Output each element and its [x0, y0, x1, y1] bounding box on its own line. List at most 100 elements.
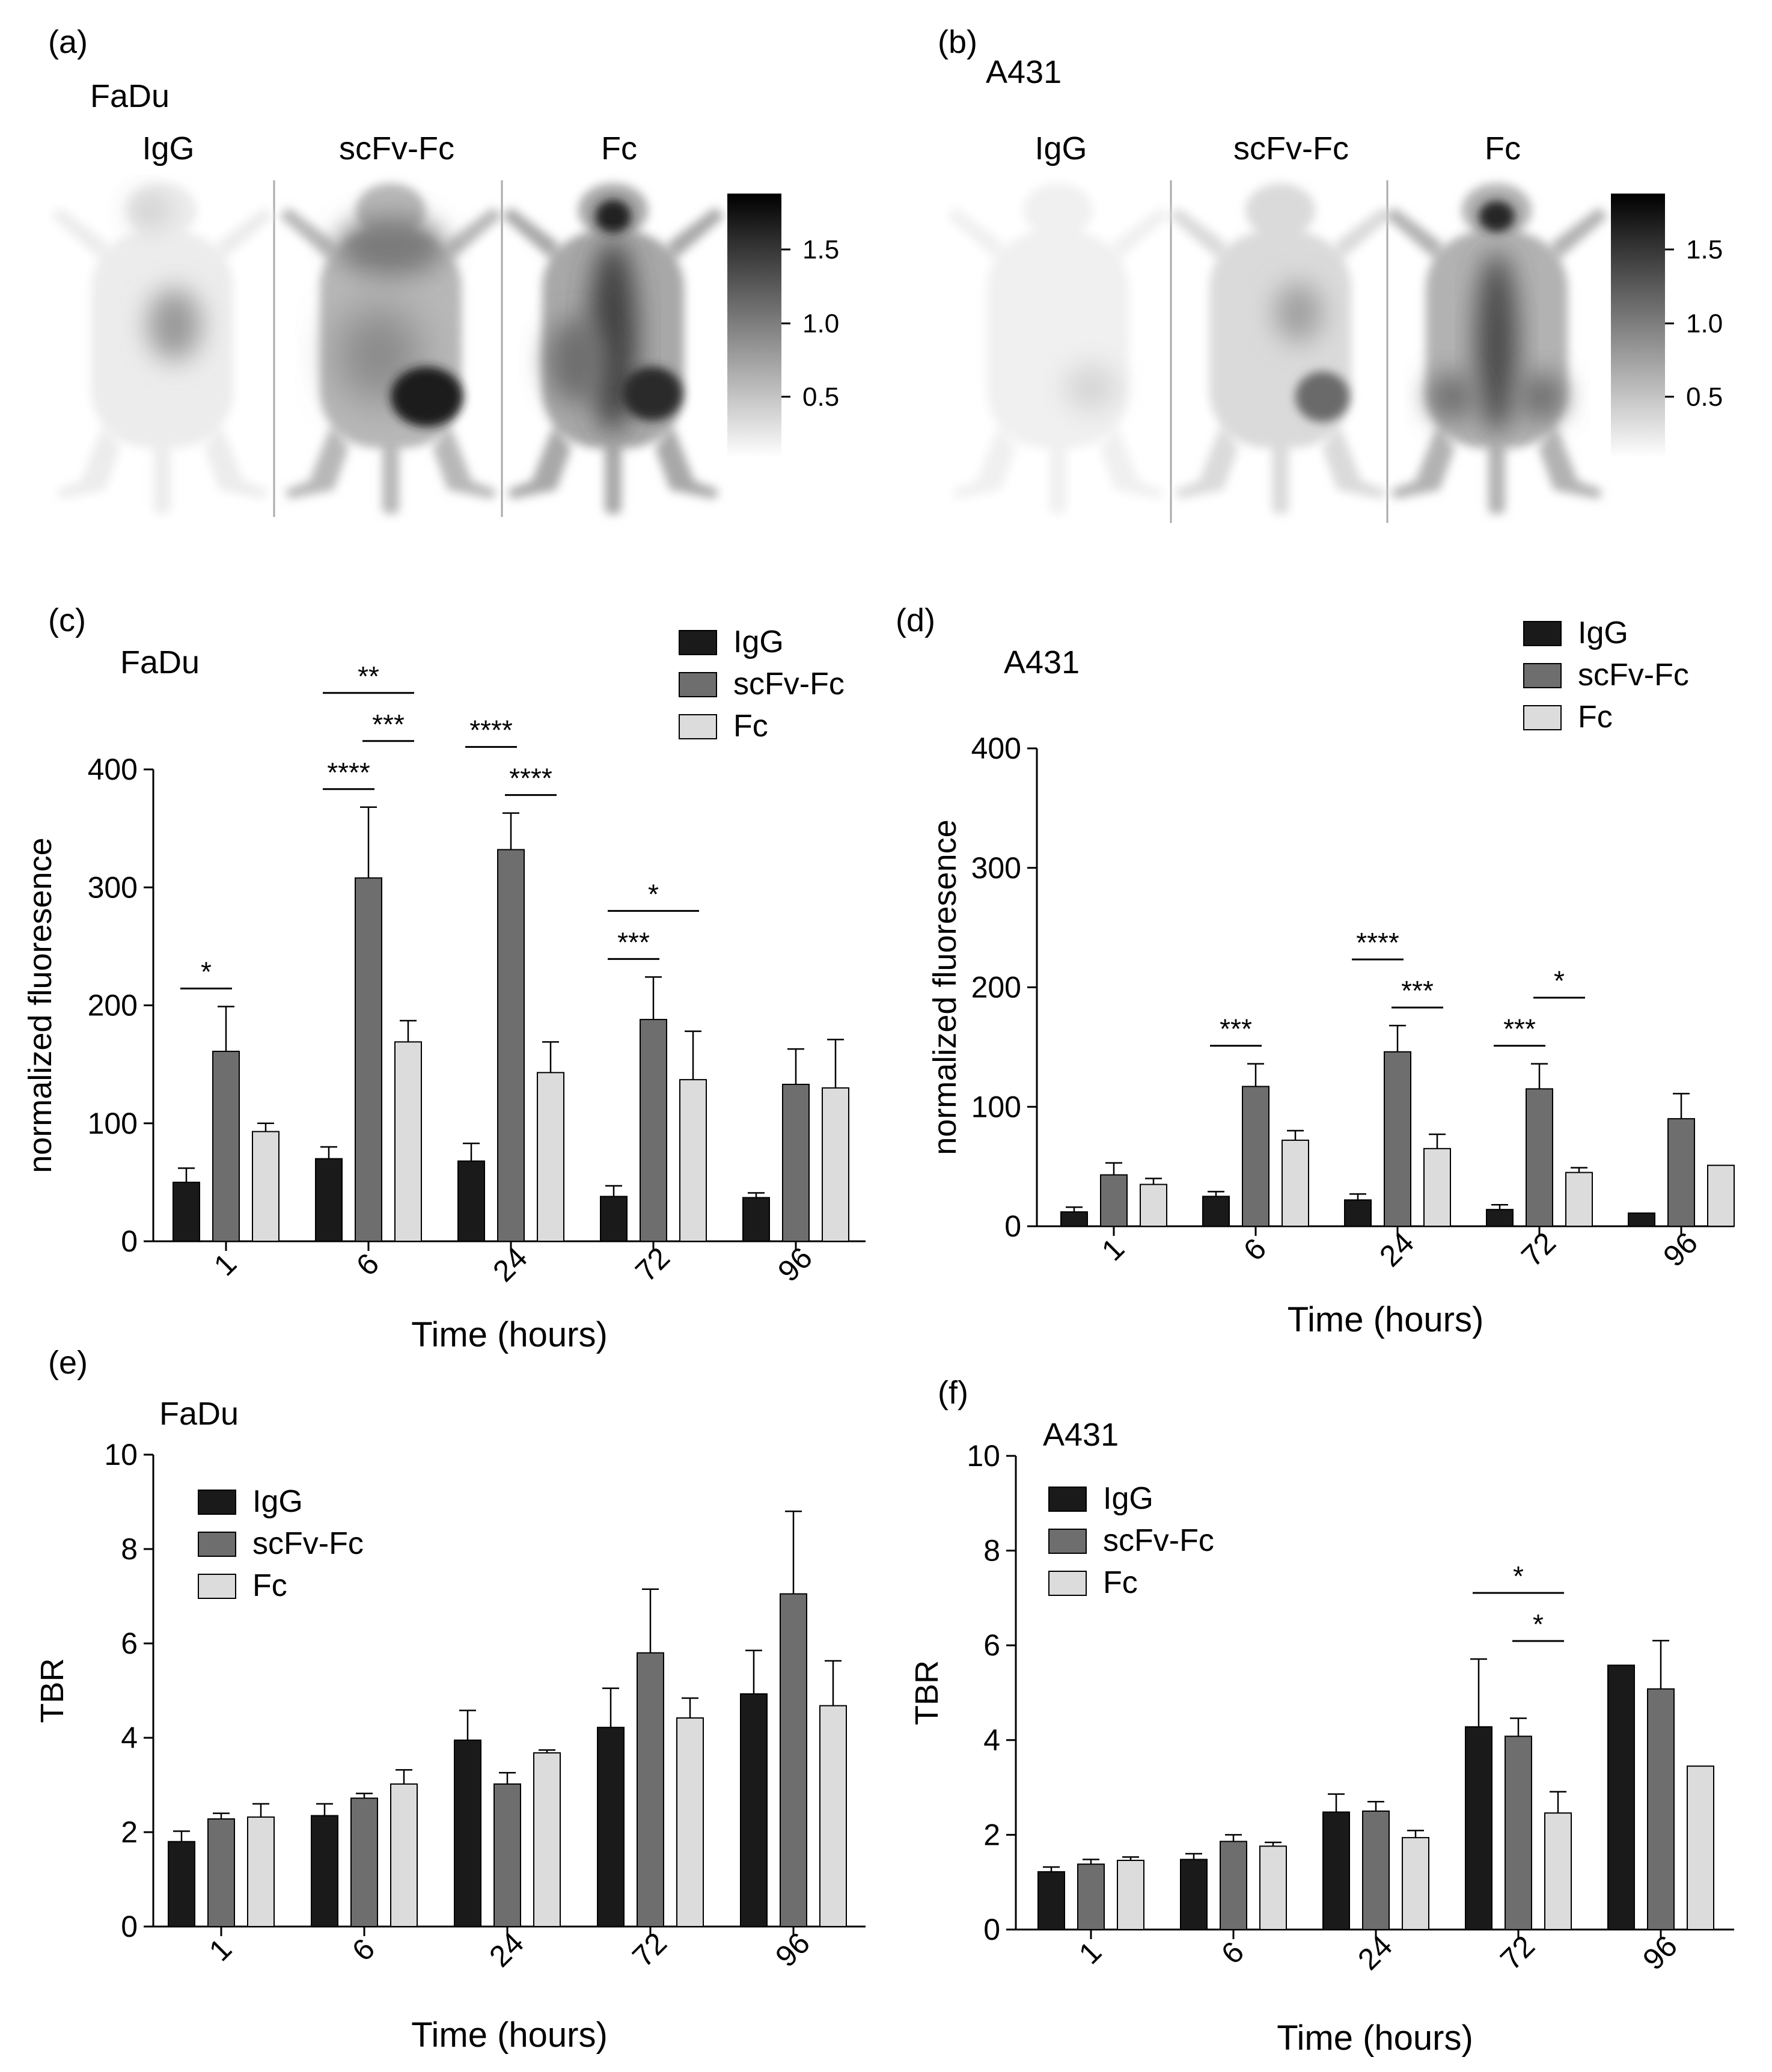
- bar-fc: [1282, 1139, 1309, 1227]
- legend-label: Fc: [1578, 700, 1613, 735]
- bar-fc: [533, 1752, 561, 1928]
- bar-scfv-fc: [1220, 1841, 1247, 1930]
- y-tick-label: 4: [983, 1723, 1000, 1757]
- legend-label: scFv-Fc: [1103, 1523, 1214, 1558]
- y-tick-label: 6: [983, 1628, 1000, 1662]
- bar-fc: [247, 1816, 275, 1927]
- bar-fc: [1565, 1172, 1593, 1227]
- y-tick-label: 2: [121, 1815, 138, 1849]
- significance-stars: ****: [327, 757, 370, 788]
- x-tick-label: 96: [771, 1241, 819, 1288]
- bar-igg: [1037, 1871, 1065, 1931]
- x-tick-label: 6: [350, 1247, 385, 1282]
- bar-igg: [742, 1197, 770, 1242]
- bar-scfv-fc: [1667, 1118, 1695, 1227]
- panel-letter: (c): [48, 602, 86, 638]
- significance-stars: *: [201, 956, 212, 987]
- bar-scfv-fc: [497, 849, 525, 1242]
- y-tick-label: 200: [88, 989, 138, 1022]
- legend-label: IgG: [733, 625, 784, 659]
- bar-scfv-fc: [637, 1652, 664, 1927]
- colorbar-tick-label: 1.5: [1686, 235, 1723, 264]
- significance-stars: ****: [1356, 927, 1399, 958]
- legend-swatch-scfv-fc: [1048, 1529, 1087, 1554]
- bar-fc: [822, 1087, 849, 1242]
- significance-stars: ****: [469, 715, 513, 746]
- x-tick-label: 1: [1095, 1232, 1131, 1267]
- mouse-image-igg: [947, 183, 1169, 514]
- y-tick-label: 300: [971, 851, 1021, 885]
- mouse-image-fc: [502, 183, 724, 514]
- x-tick-label: 6: [1237, 1232, 1272, 1267]
- panel-a: (a) FaDu IgG scFv-Fc Fc 1.5 1.: [48, 24, 839, 517]
- bar-igg: [1465, 1726, 1492, 1931]
- legend-label: Fc: [252, 1568, 287, 1603]
- x-axis-label: Time (hours): [411, 1315, 608, 1354]
- colorbar-tick-label: 0.5: [802, 382, 839, 412]
- bar-fc: [252, 1131, 280, 1242]
- panel-b: (b) A431 IgG scFv-Fc Fc 1.5 1.0 0.5: [938, 24, 1723, 523]
- y-tick-label: 400: [88, 753, 138, 786]
- significance-stars: ***: [1503, 1013, 1536, 1045]
- chart-d: (d) A431 0 100 200 300 400 normalized fluoresen…: [896, 602, 1735, 1339]
- x-tick-label: 6: [1215, 1935, 1250, 1970]
- legend-swatch-fc: [198, 1574, 236, 1599]
- bar-igg: [457, 1160, 485, 1242]
- y-axis-label: normalized fluoresence: [22, 837, 58, 1173]
- bar-igg: [1322, 1811, 1350, 1930]
- mouse-image-fc: [1386, 183, 1608, 514]
- bar-igg: [1607, 1664, 1635, 1930]
- bar-fc: [394, 1041, 422, 1242]
- bar-scfv-fc: [780, 1593, 807, 1927]
- bar-fc: [537, 1072, 564, 1242]
- bar-scfv-fc: [1505, 1735, 1532, 1931]
- x-tick-label: 96: [769, 1926, 816, 1973]
- bar-igg: [1202, 1196, 1230, 1227]
- legend-label: scFv-Fc: [1578, 658, 1689, 692]
- x-tick-label: 72: [1494, 1929, 1541, 1976]
- x-tick-label: 6: [346, 1932, 381, 1967]
- panel-a-cell-line: FaDu: [90, 78, 170, 114]
- significance-stars: ***: [617, 926, 650, 958]
- y-tick-label: 0: [121, 1910, 138, 1943]
- y-tick-label: 4: [121, 1721, 138, 1755]
- bar-scfv-fc: [350, 1797, 378, 1927]
- bar-igg: [1628, 1212, 1655, 1227]
- bar-igg: [173, 1181, 200, 1242]
- panel-a-col-igg: IgG: [142, 130, 194, 167]
- x-axis-label: Time (hours): [1277, 2019, 1473, 2058]
- x-tick-label: 24: [1373, 1226, 1420, 1273]
- bar-igg: [740, 1693, 768, 1928]
- significance-stars: *: [648, 878, 659, 909]
- colorbar: [1611, 194, 1665, 458]
- bar-igg: [168, 1841, 195, 1927]
- bar-scfv-fc: [1362, 1811, 1390, 1930]
- x-tick-label: 1: [1072, 1935, 1108, 1970]
- bar-scfv-fc: [1077, 1863, 1105, 1931]
- mouse-image-scfv: [280, 183, 502, 514]
- panel-b-col-fc: Fc: [1485, 130, 1521, 167]
- y-axis-label: TBR: [34, 1658, 70, 1723]
- y-axis-label: TBR: [909, 1660, 945, 1725]
- y-tick-label: 8: [983, 1534, 1000, 1568]
- x-tick-label: 72: [626, 1926, 673, 1973]
- bar-fc: [1140, 1184, 1167, 1227]
- bar-scfv-fc: [1100, 1174, 1128, 1227]
- y-tick-label: 100: [88, 1107, 138, 1140]
- y-tick-label: 10: [104, 1438, 138, 1471]
- legend-swatch-igg: [1523, 621, 1562, 646]
- panel-letter: (d): [896, 602, 935, 638]
- bar-scfv-fc: [355, 877, 382, 1242]
- legend-swatch-scfv-fc: [1523, 663, 1562, 688]
- legend-swatch-fc: [1523, 705, 1562, 730]
- legend-swatch-fc: [679, 714, 717, 739]
- legend-label: Fc: [733, 709, 768, 744]
- bar-fc: [1117, 1859, 1144, 1930]
- significance-stars: ****: [509, 763, 552, 794]
- panel-letter: (e): [48, 1345, 88, 1381]
- colorbar-tick-label: 0.5: [1686, 382, 1723, 412]
- bar-fc: [1259, 1845, 1287, 1931]
- legend-swatch-igg: [679, 630, 717, 655]
